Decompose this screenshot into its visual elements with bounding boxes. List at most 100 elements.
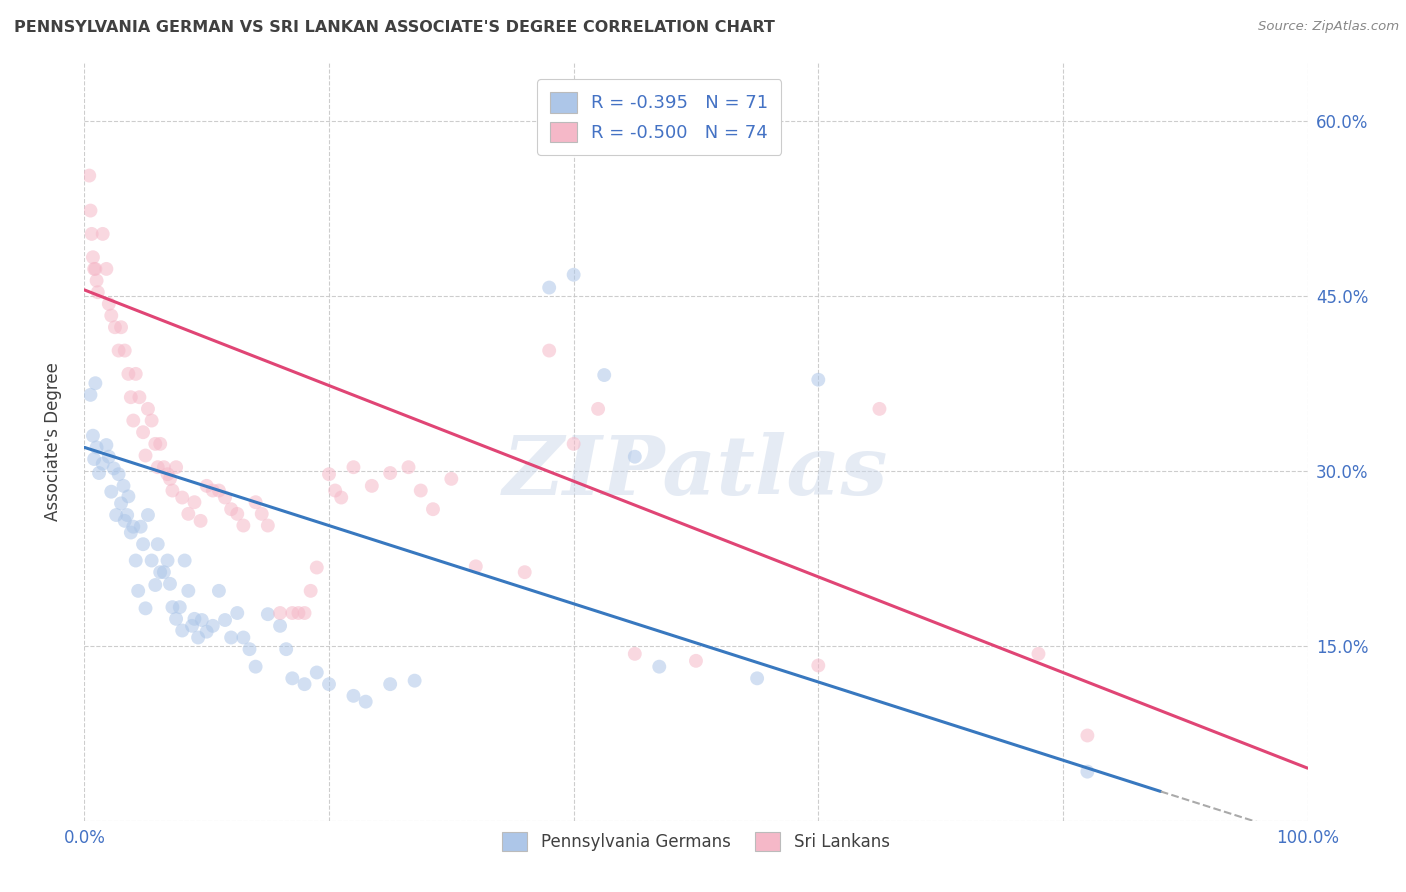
- Point: [146, 537, 169, 551]
- Point: [586, 401, 609, 416]
- Point: [169, 600, 191, 615]
- Point: [122, 519, 145, 533]
- Point: [87, 466, 110, 480]
- Point: [208, 483, 231, 498]
- Point: [380, 466, 402, 480]
- Point: [132, 537, 155, 551]
- Point: [172, 624, 194, 638]
- Point: [747, 671, 769, 685]
- Point: [143, 578, 166, 592]
- Point: [172, 491, 194, 505]
- Point: [112, 479, 135, 493]
- Point: [214, 613, 236, 627]
- Point: [257, 518, 280, 533]
- Point: [305, 560, 328, 574]
- Point: [84, 261, 107, 276]
- Point: [100, 484, 122, 499]
- Point: [114, 343, 136, 358]
- Point: [294, 606, 316, 620]
- Text: ZIPatlas: ZIPatlas: [503, 432, 889, 512]
- Point: [354, 695, 377, 709]
- Point: [276, 642, 298, 657]
- Point: [183, 612, 205, 626]
- Point: [380, 677, 402, 691]
- Point: [156, 467, 179, 482]
- Point: [149, 565, 172, 579]
- Point: [1028, 647, 1050, 661]
- Point: [135, 449, 157, 463]
- Point: [127, 583, 149, 598]
- Point: [162, 483, 184, 498]
- Point: [342, 689, 364, 703]
- Point: [624, 647, 647, 661]
- Point: [117, 367, 139, 381]
- Point: [83, 261, 105, 276]
- Point: [86, 274, 108, 288]
- Point: [245, 495, 267, 509]
- Point: [269, 606, 291, 620]
- Point: [562, 437, 585, 451]
- Point: [1076, 764, 1098, 779]
- Point: [250, 507, 273, 521]
- Point: [422, 502, 444, 516]
- Point: [104, 320, 127, 334]
- Point: [96, 438, 118, 452]
- Point: [173, 553, 195, 567]
- Point: [97, 450, 120, 464]
- Point: [593, 368, 616, 382]
- Point: [83, 452, 105, 467]
- Point: [128, 390, 150, 404]
- Point: [232, 631, 254, 645]
- Point: [464, 559, 486, 574]
- Point: [330, 491, 353, 505]
- Point: [117, 489, 139, 503]
- Point: [146, 460, 169, 475]
- Point: [110, 496, 132, 510]
- Point: [82, 428, 104, 442]
- Point: [440, 472, 463, 486]
- Point: [125, 367, 148, 381]
- Point: [318, 677, 340, 691]
- Point: [538, 280, 561, 294]
- Point: [513, 565, 536, 579]
- Point: [190, 514, 212, 528]
- Point: [156, 553, 179, 567]
- Point: [153, 565, 176, 579]
- Point: [191, 613, 214, 627]
- Point: [409, 483, 432, 498]
- Point: [208, 583, 231, 598]
- Point: [79, 388, 101, 402]
- Point: [165, 612, 187, 626]
- Point: [195, 624, 218, 639]
- Point: [159, 577, 181, 591]
- Point: [685, 654, 707, 668]
- Point: [562, 268, 585, 282]
- Point: [624, 450, 647, 464]
- Point: [132, 425, 155, 440]
- Point: [162, 600, 184, 615]
- Point: [135, 601, 157, 615]
- Point: [187, 631, 209, 645]
- Point: [219, 631, 242, 645]
- Point: [1076, 729, 1098, 743]
- Point: [294, 677, 316, 691]
- Text: Source: ZipAtlas.com: Source: ZipAtlas.com: [1258, 20, 1399, 33]
- Point: [281, 671, 304, 685]
- Point: [269, 619, 291, 633]
- Point: [318, 467, 340, 482]
- Point: [82, 250, 104, 264]
- Point: [538, 343, 561, 358]
- Point: [214, 491, 236, 505]
- Point: [110, 320, 132, 334]
- Point: [177, 583, 200, 598]
- Point: [181, 619, 204, 633]
- Point: [153, 460, 176, 475]
- Point: [869, 401, 891, 416]
- Point: [177, 507, 200, 521]
- Point: [125, 553, 148, 567]
- Point: [87, 285, 110, 300]
- Point: [281, 606, 304, 620]
- Point: [136, 508, 159, 522]
- Point: [201, 483, 224, 498]
- Point: [226, 507, 249, 521]
